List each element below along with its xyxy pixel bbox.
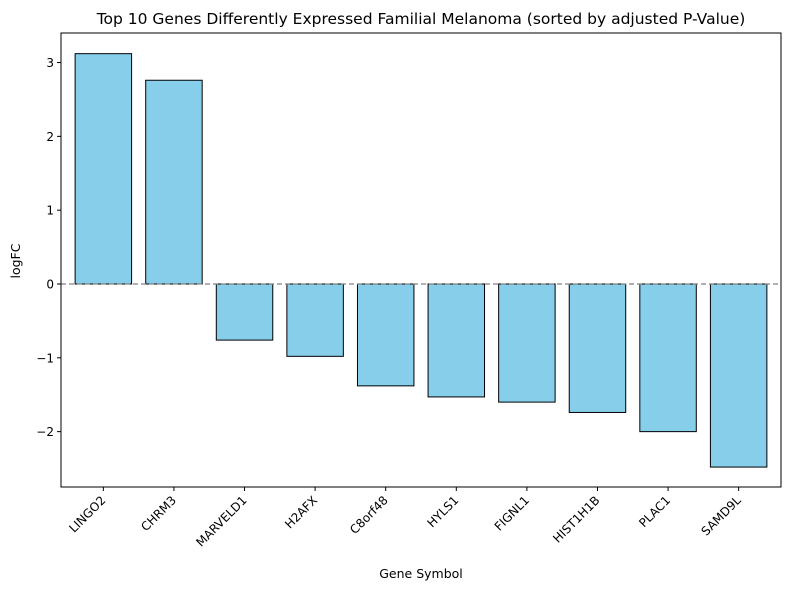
- y-tick-label: 1: [46, 204, 54, 218]
- plot-area: 3 2 1 0 −1 −2 LINGO2 CHRM3 MARVELD1 H2AFX C8orf48 H…: [36, 32, 782, 550]
- x-tick-label-samd9l: SAMD9L: [699, 493, 744, 538]
- bar-fignl1: [498, 283, 556, 403]
- bar-marveld1: [215, 283, 274, 341]
- bar-plac1: [639, 283, 697, 433]
- bar-hist1h1b: [568, 283, 627, 413]
- y-tick-label: −1: [36, 351, 54, 365]
- bar-samd9l: [709, 283, 768, 468]
- bar-h2afx: [286, 283, 344, 357]
- y-tick-label: −2: [36, 425, 54, 439]
- x-axis-label: Gene Symbol: [379, 566, 463, 581]
- y-tick-label: 3: [46, 56, 54, 70]
- bar-lingo2: [74, 53, 133, 285]
- plot-frame: [60, 32, 782, 488]
- bar-c8orf48: [356, 283, 415, 387]
- x-tick-label-chrm3: CHRM3: [138, 493, 179, 534]
- y-tick-label: 0: [46, 277, 54, 291]
- x-tick-label-fignl1: FIGNL1: [492, 493, 532, 533]
- bar-hyls1: [427, 283, 486, 398]
- x-tick-label-hyls1: HYLS1: [424, 493, 461, 530]
- x-tick-label-hist1h1b: HIST1H1B: [550, 493, 602, 545]
- bar-chrm3: [145, 79, 203, 285]
- chart-title: Top 10 Genes Differently Expressed Famil…: [96, 10, 746, 28]
- x-tick-label-marveld1: MARVELD1: [193, 493, 249, 549]
- x-tick-label-c8orf48: C8orf48: [347, 493, 391, 537]
- x-tick-label-plac1: PLAC1: [636, 493, 673, 530]
- y-tick-label: 2: [46, 130, 54, 144]
- y-axis-label: logFC: [8, 243, 23, 278]
- x-tick-label-lingo2: LINGO2: [66, 493, 108, 535]
- x-tick-label-h2afx: H2AFX: [282, 493, 320, 531]
